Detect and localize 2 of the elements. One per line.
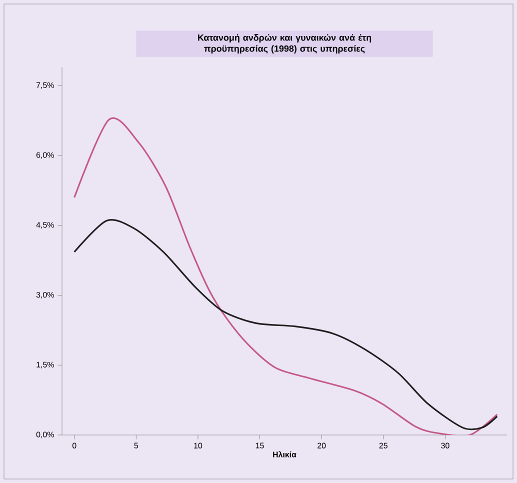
line-series <box>74 118 498 435</box>
chart-title: Κατανομή ανδρών και γυναικών ανά έτη προϋπηρεσίας (1998) στις υπηρεσίες <box>198 34 372 54</box>
